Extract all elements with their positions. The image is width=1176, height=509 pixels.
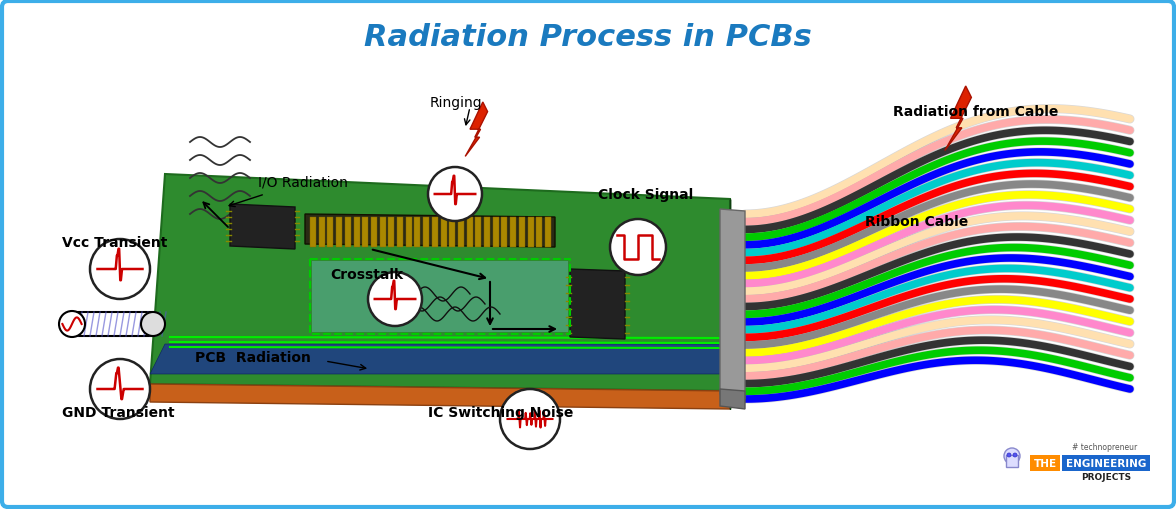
Polygon shape <box>230 205 295 249</box>
Polygon shape <box>354 217 360 247</box>
Text: Clock Signal: Clock Signal <box>599 188 693 202</box>
Polygon shape <box>485 217 490 247</box>
Polygon shape <box>305 215 555 247</box>
Circle shape <box>368 272 422 326</box>
Polygon shape <box>466 103 488 157</box>
Polygon shape <box>570 269 624 340</box>
Polygon shape <box>151 344 730 374</box>
Polygon shape <box>501 217 507 247</box>
Polygon shape <box>345 217 350 247</box>
FancyBboxPatch shape <box>1030 455 1060 471</box>
Polygon shape <box>449 217 455 247</box>
FancyBboxPatch shape <box>72 313 153 336</box>
Circle shape <box>141 313 165 336</box>
FancyBboxPatch shape <box>1005 455 1018 467</box>
Polygon shape <box>151 175 730 391</box>
FancyBboxPatch shape <box>1062 455 1150 471</box>
Circle shape <box>1007 453 1011 457</box>
Text: # technopreneur: # technopreneur <box>1073 443 1137 451</box>
Polygon shape <box>310 217 316 247</box>
Text: THE: THE <box>1034 458 1056 468</box>
Polygon shape <box>510 217 516 247</box>
Text: ENGINEERING: ENGINEERING <box>1065 458 1147 468</box>
Circle shape <box>500 389 560 449</box>
Polygon shape <box>406 217 412 247</box>
Polygon shape <box>519 217 524 247</box>
Text: Crosstalk: Crosstalk <box>330 267 403 281</box>
Polygon shape <box>151 384 730 409</box>
Polygon shape <box>720 210 746 399</box>
Text: Ringing: Ringing <box>429 96 482 110</box>
Polygon shape <box>536 217 542 247</box>
Polygon shape <box>457 217 463 247</box>
Text: PCB  Radiation: PCB Radiation <box>195 350 310 364</box>
Polygon shape <box>528 217 534 247</box>
Polygon shape <box>467 217 473 247</box>
Polygon shape <box>336 217 342 247</box>
Polygon shape <box>414 217 420 247</box>
Polygon shape <box>944 87 971 151</box>
Circle shape <box>428 167 482 221</box>
Polygon shape <box>312 262 568 332</box>
Polygon shape <box>319 217 325 247</box>
Circle shape <box>91 240 151 299</box>
Text: IC Switching Noise: IC Switching Noise <box>428 405 574 419</box>
Circle shape <box>1013 453 1017 457</box>
Polygon shape <box>397 217 403 247</box>
Text: Radiation from Cable: Radiation from Cable <box>893 105 1058 119</box>
Circle shape <box>91 359 151 419</box>
Text: I/O Radiation: I/O Radiation <box>258 175 348 189</box>
Polygon shape <box>388 217 394 247</box>
Text: Ribbon Cable: Ribbon Cable <box>866 215 968 229</box>
Text: Vcc Transient: Vcc Transient <box>62 236 167 249</box>
Polygon shape <box>432 217 437 247</box>
Polygon shape <box>475 217 481 247</box>
Circle shape <box>610 219 666 275</box>
Text: PROJECTS: PROJECTS <box>1081 472 1131 482</box>
Polygon shape <box>493 217 499 247</box>
Circle shape <box>59 312 85 337</box>
Text: GND Transient: GND Transient <box>62 405 174 419</box>
Polygon shape <box>720 389 746 409</box>
Polygon shape <box>441 217 447 247</box>
Polygon shape <box>370 217 376 247</box>
Text: Radiation Process in PCBs: Radiation Process in PCBs <box>365 23 811 52</box>
Circle shape <box>1004 448 1020 464</box>
Polygon shape <box>362 217 368 247</box>
Polygon shape <box>380 217 386 247</box>
Polygon shape <box>423 217 429 247</box>
Polygon shape <box>327 217 334 247</box>
Polygon shape <box>544 217 550 247</box>
